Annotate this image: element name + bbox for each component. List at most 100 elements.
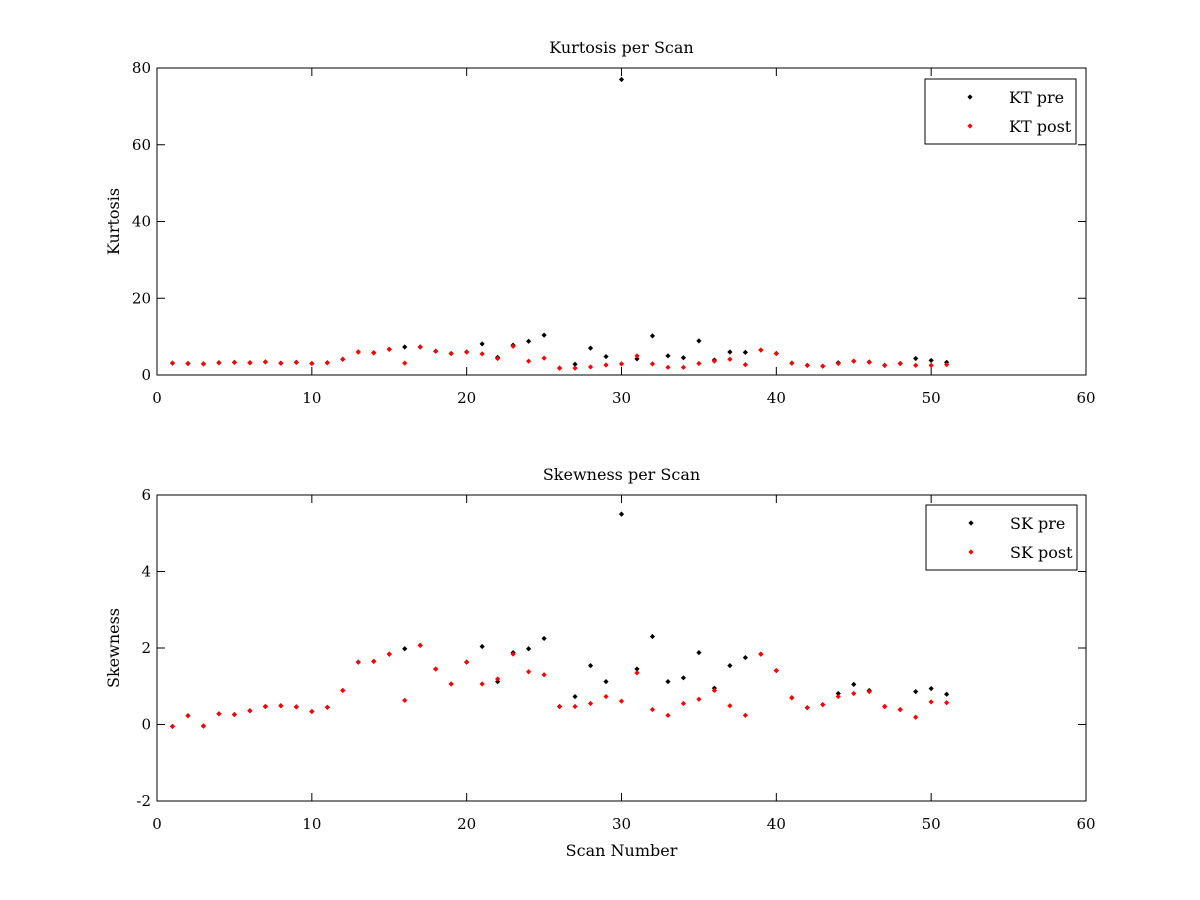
data-point	[680, 364, 687, 370]
x-tick-label: 0	[152, 389, 162, 407]
data-point	[913, 355, 919, 362]
data-point	[711, 687, 717, 694]
legend-entry: SK pre	[1010, 514, 1065, 533]
y-tick-label: 20	[132, 289, 151, 307]
legend-entry: KT post	[1009, 117, 1072, 136]
data-point	[355, 659, 361, 665]
data-point	[402, 646, 408, 652]
data-point	[649, 333, 656, 339]
data-point	[928, 685, 934, 692]
data-point	[556, 365, 563, 371]
data-point	[185, 713, 191, 719]
subplot-1: 0 10 20 30 40 50 60 0 20 40 60 80 Kurtosis per Scan K…	[104, 38, 1096, 407]
data-point	[541, 332, 547, 338]
data-point	[742, 362, 748, 368]
legend: SK pre SK post	[925, 504, 1078, 571]
data-point	[634, 670, 640, 676]
data-point	[820, 363, 826, 369]
data-point	[572, 693, 578, 700]
data-point	[464, 349, 470, 355]
data-point	[680, 355, 687, 361]
x-tick-label: 10	[302, 389, 321, 407]
data-point	[804, 705, 810, 711]
y-tick-label: 0	[141, 716, 151, 734]
data-point	[417, 344, 423, 350]
data-point	[944, 700, 950, 706]
data-point	[804, 362, 810, 369]
y-tick-label: 40	[132, 213, 151, 231]
data-point	[649, 633, 656, 640]
data-point	[882, 362, 888, 369]
data-point	[402, 360, 408, 366]
data-point	[913, 362, 919, 369]
data-point	[448, 681, 454, 687]
data-point	[495, 355, 501, 362]
data-point	[371, 350, 377, 356]
y-tick-label: 2	[141, 639, 151, 657]
data-point	[495, 679, 501, 685]
legend-marker	[968, 549, 974, 555]
data-point	[618, 361, 625, 367]
data-point	[433, 348, 439, 354]
data-point	[603, 679, 609, 685]
data-point	[340, 356, 346, 362]
data-point	[727, 349, 733, 355]
data-point	[572, 703, 578, 710]
data-point	[758, 651, 764, 657]
data-point	[742, 349, 748, 355]
data-point	[278, 703, 284, 709]
x-tick-label: 50	[922, 389, 941, 407]
data-point	[200, 361, 207, 367]
y-tick-label: -2	[136, 792, 151, 810]
x-tick-label: 30	[612, 815, 631, 833]
data-point	[696, 360, 702, 367]
data-point	[541, 672, 547, 678]
data-point	[526, 338, 532, 344]
data-point	[897, 706, 903, 713]
series-kt-post	[169, 343, 950, 371]
data-point	[309, 360, 315, 367]
data-point	[835, 693, 841, 700]
x-tick-label: 60	[1076, 389, 1095, 407]
data-point	[526, 669, 532, 675]
data-point	[572, 361, 578, 367]
data-point	[479, 643, 485, 650]
data-point	[448, 350, 454, 357]
series-sk-post	[169, 642, 950, 730]
data-point	[479, 351, 485, 357]
data-point	[479, 341, 485, 347]
legend-marker	[967, 94, 973, 100]
legend-box	[924, 78, 1077, 145]
data-point	[742, 654, 748, 661]
data-point	[913, 714, 919, 720]
x-tick-label: 60	[1076, 815, 1095, 833]
x-tick-label: 20	[457, 389, 476, 407]
data-point	[587, 345, 594, 351]
x-tick-label: 20	[457, 815, 476, 833]
data-point	[789, 695, 795, 701]
data-point	[851, 358, 857, 364]
legend-marker	[967, 123, 973, 129]
data-point	[680, 675, 687, 681]
data-point	[634, 356, 640, 362]
data-point	[618, 511, 625, 517]
data-point	[386, 346, 392, 352]
data-point	[464, 659, 470, 665]
data-point	[773, 350, 779, 357]
data-point	[665, 364, 671, 370]
legend-entry: SK post	[1010, 543, 1073, 562]
data-point	[820, 702, 826, 708]
data-point	[371, 658, 377, 664]
x-tick-label: 0	[152, 815, 162, 833]
data-point	[928, 699, 934, 705]
data-point	[789, 360, 795, 366]
data-point	[262, 359, 268, 365]
data-point	[587, 662, 594, 669]
data-point	[587, 364, 594, 370]
data-point	[355, 349, 361, 355]
data-point	[169, 360, 176, 366]
data-point	[541, 355, 547, 361]
x-tick-label: 30	[612, 389, 631, 407]
data-point	[696, 338, 702, 344]
